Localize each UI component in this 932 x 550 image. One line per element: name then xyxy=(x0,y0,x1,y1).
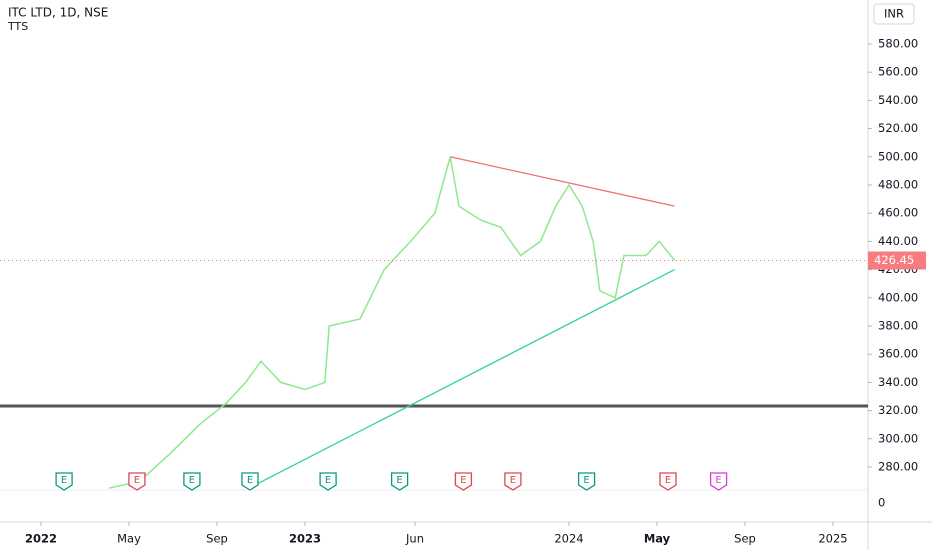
y-tick-label: 440.00 xyxy=(878,234,918,248)
last-price-box xyxy=(868,251,926,270)
y-tick-label: 320.00 xyxy=(878,403,918,417)
earnings-marker xyxy=(128,472,146,491)
y-tick-label: 540.00 xyxy=(878,93,918,107)
y-tick-label: 560.00 xyxy=(878,65,918,79)
x-tick-label: Sep xyxy=(734,532,756,546)
earnings-marker xyxy=(183,472,201,491)
x-tick-label: May xyxy=(644,532,671,546)
trendline xyxy=(254,269,675,486)
x-tick-label: 2025 xyxy=(818,532,847,546)
earnings-label: E xyxy=(189,475,195,486)
earnings-label: E xyxy=(460,475,466,486)
y-tick-label: 460.00 xyxy=(878,206,918,220)
x-tick-label: Jun xyxy=(405,532,424,546)
x-tick-label: May xyxy=(117,532,141,546)
x-tick-label: Sep xyxy=(206,532,228,546)
y-tick-label: 500.00 xyxy=(878,149,918,163)
chart-subtitle: TTS xyxy=(7,20,28,33)
last-price-label: 426.45 xyxy=(874,253,914,267)
currency[interactable]: INR xyxy=(884,7,904,21)
trendline xyxy=(450,156,675,207)
currency-box[interactable] xyxy=(873,3,915,25)
earnings-marker xyxy=(390,472,409,491)
y-tick-label: 300.00 xyxy=(878,431,918,445)
x-tick-label: 2022 xyxy=(25,532,57,546)
x-tick-label: 2024 xyxy=(554,532,583,546)
earnings-marker xyxy=(241,472,259,491)
y-tick-label: 280.00 xyxy=(878,460,918,474)
earnings-marker xyxy=(709,472,728,491)
earnings-marker xyxy=(659,472,677,491)
x-tick-label: 2023 xyxy=(289,532,321,546)
price-line xyxy=(109,156,676,489)
earnings-label: E xyxy=(61,475,67,486)
y-tick-label: 380.00 xyxy=(878,319,918,333)
earnings-marker xyxy=(55,472,73,491)
earnings-label: E xyxy=(583,475,589,486)
y-tick-label: 480.00 xyxy=(878,178,918,192)
earnings-label: E xyxy=(715,475,721,486)
earnings-label: E xyxy=(325,475,331,486)
y-tick-label: 340.00 xyxy=(878,375,918,389)
earnings-label: E xyxy=(510,475,516,486)
earnings-marker xyxy=(319,472,337,491)
earnings-marker xyxy=(454,472,473,491)
chart-title: ITC LTD, 1D, NSE xyxy=(8,6,108,20)
earnings-marker xyxy=(504,472,522,491)
earnings-label: E xyxy=(665,475,671,486)
earnings-marker xyxy=(577,472,596,491)
earnings-label: E xyxy=(396,475,402,486)
y-tick-label: 580.00 xyxy=(878,37,918,51)
earnings-label: E xyxy=(134,475,140,486)
indicator-axis-label: 0 xyxy=(878,496,885,510)
y-tick-label: 520.00 xyxy=(878,121,918,135)
y-tick-label: 360.00 xyxy=(878,347,918,361)
y-tick-label: 400.00 xyxy=(878,290,918,304)
earnings-label: E xyxy=(247,475,253,486)
